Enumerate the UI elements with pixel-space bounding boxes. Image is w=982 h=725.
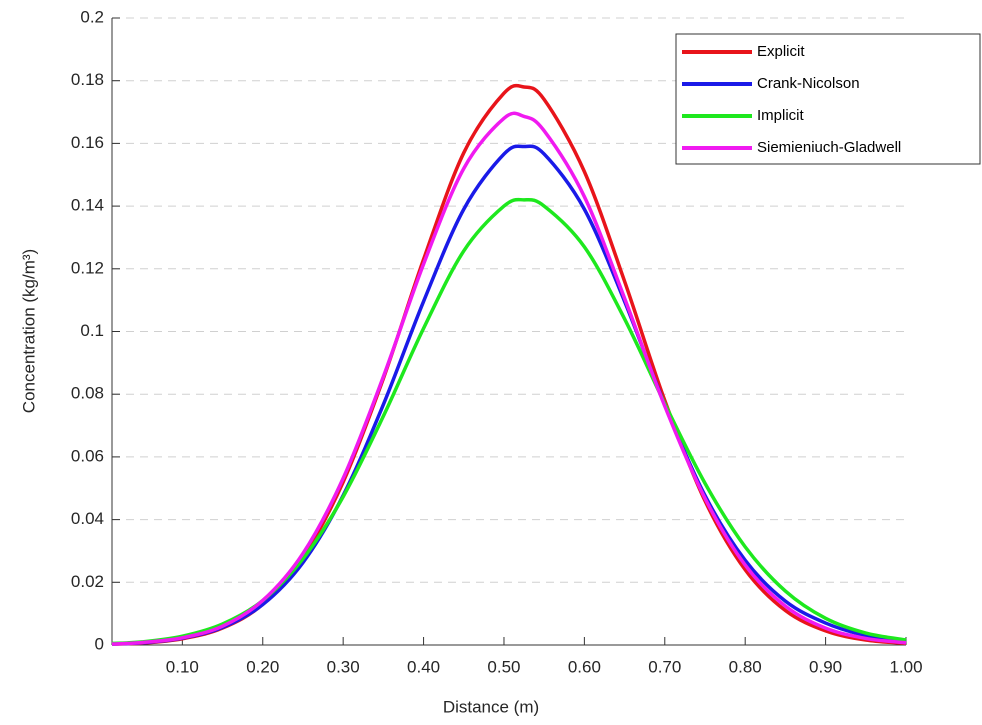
x-tick-label: 0.30	[327, 657, 360, 676]
x-tick-label: 0.70	[648, 657, 681, 676]
y-axis-label: Concentration (kg/m³)	[19, 249, 38, 413]
y-tick-label: 0.06	[71, 446, 104, 465]
series-line	[111, 111, 907, 646]
series-line	[111, 144, 907, 646]
y-tick-label: 0.18	[71, 70, 104, 89]
x-tick-label: 1.00	[889, 657, 922, 676]
legend-label: Crank-Nicolson	[757, 75, 860, 92]
x-tick-label: 0.60	[568, 657, 601, 676]
y-tick-label: 0.2	[80, 7, 104, 26]
x-tick-label: 0.50	[487, 657, 520, 676]
y-tick-label: 0.04	[71, 509, 104, 528]
legend: Explicit Crank-Nicolson Implicit Siemieniuc…	[675, 33, 981, 165]
series-line	[111, 197, 907, 646]
x-tick-label: 0.40	[407, 657, 440, 676]
y-tick-label: 0.1	[80, 321, 104, 340]
legend-box	[675, 33, 981, 165]
y-tick-label: 0	[95, 634, 104, 653]
y-tick-label: 0.16	[71, 133, 104, 152]
x-axis-label: Distance (m)	[443, 697, 539, 716]
series-line	[111, 83, 907, 646]
y-tick-label: 0.12	[71, 258, 104, 277]
x-tick-label: 0.80	[729, 657, 762, 676]
x-tick-label: 0.10	[166, 657, 199, 676]
x-tick-label: 0.20	[246, 657, 279, 676]
legend-label: Siemieniuch-Gladwell	[757, 139, 901, 156]
y-tick-label: 0.14	[71, 196, 104, 215]
x-tick-label: 0.90	[809, 657, 842, 676]
y-tick-label: 0.02	[71, 572, 104, 591]
legend-label: Implicit	[757, 107, 805, 124]
y-tick-label: 0.08	[71, 384, 104, 403]
legend-label: Explicit	[757, 43, 805, 60]
